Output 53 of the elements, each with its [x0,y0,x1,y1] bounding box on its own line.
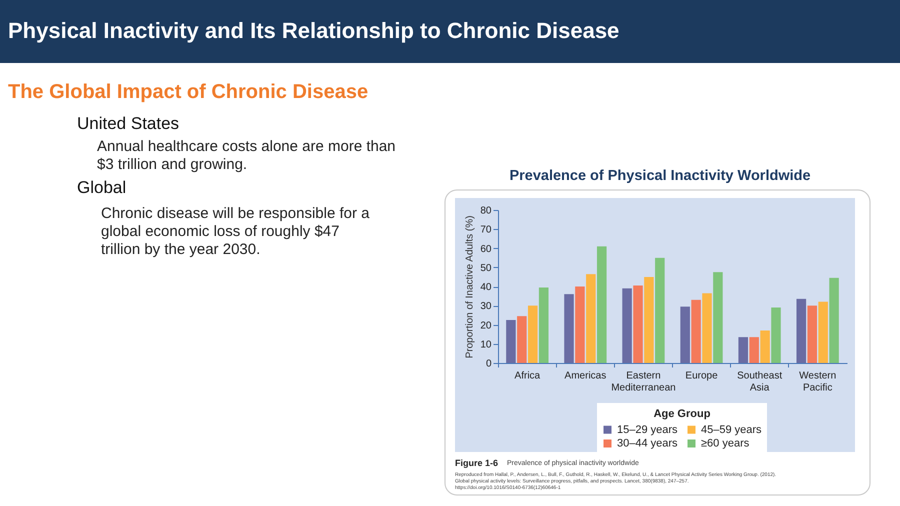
y-tick-label: 20 [480,320,492,332]
bar [807,306,818,363]
y-tick-label: 30 [480,301,492,312]
x-tick-label: Europe [685,370,718,382]
text: Physical Inactivity and Its Relationship to Chronic Disease [8,18,620,43]
bar [796,298,806,363]
bar [771,308,781,363]
bar [738,337,748,363]
bar [586,274,596,363]
x-tick-label: Africa [514,370,541,382]
y-tick-label: 50 [480,262,492,274]
y-tick-label: 70 [480,224,492,236]
bar [760,330,770,363]
x-tick-label: Western Pacific [799,370,836,394]
bar [818,302,828,363]
y-tick-label: 40 [480,282,492,293]
y-tick-label: 60 [480,244,492,255]
caption: Figure 1-6 [455,458,498,468]
text: Chronic disease will be responsible for a global economic loss of roughly $47 trillion by the year 2030. [101,205,370,258]
bar [680,306,690,363]
bar [713,272,723,363]
bar [691,300,701,363]
bar [517,316,527,363]
legend-label: 15–29 years [617,424,678,436]
y-axis-title: Proportion of Inactive Adults (%) [464,216,476,358]
x-tick-label: Eastern Mediterranean [611,370,676,394]
text: United States [77,114,180,133]
y-tick-label: 10 [480,339,492,350]
y-tick-label: 0 [486,358,492,370]
bar [506,320,516,363]
legend-title: Age Group [654,408,711,420]
y-tick-label: 80 [480,206,492,216]
chart-title: Prevalence of Physical Inactivity Worldwide [509,168,811,184]
x-tick-label: Americas [564,370,606,382]
bar [655,258,665,363]
bar [596,246,607,363]
bar [702,293,712,363]
bar [575,286,585,363]
legend-label: 30–44 years [617,438,678,450]
bar [528,306,538,363]
text: Global [77,178,126,197]
bar [538,287,549,363]
bar [644,276,654,363]
bar [633,286,643,363]
bar [749,337,759,363]
text: Annual healthcare costs alone are more than $3 trillion and growing. [97,138,396,173]
x-tick-label: Southeast Asia [737,370,782,394]
text: The Global Impact of Chronic Disease [8,81,368,103]
legend-label: ≥60 years [701,438,750,450]
legend-label: 45–59 years [701,424,762,436]
bar [564,294,574,363]
bar [622,288,632,363]
bar [829,278,839,363]
